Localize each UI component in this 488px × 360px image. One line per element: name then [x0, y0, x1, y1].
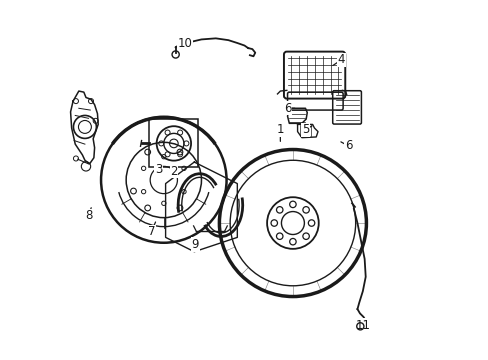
Text: 1: 1 [276, 123, 284, 136]
Text: 6: 6 [344, 139, 351, 152]
Text: 8: 8 [84, 210, 92, 222]
Text: 10: 10 [178, 37, 192, 50]
Text: 6: 6 [283, 102, 291, 115]
Text: 3: 3 [154, 163, 162, 176]
Text: 5: 5 [301, 123, 308, 136]
Bar [149, 119, 198, 167]
Text: 9: 9 [191, 238, 199, 251]
Text: 2: 2 [170, 165, 177, 177]
Text: 7: 7 [147, 225, 155, 238]
Text: 4: 4 [337, 53, 345, 66]
Text: 11: 11 [355, 319, 369, 332]
